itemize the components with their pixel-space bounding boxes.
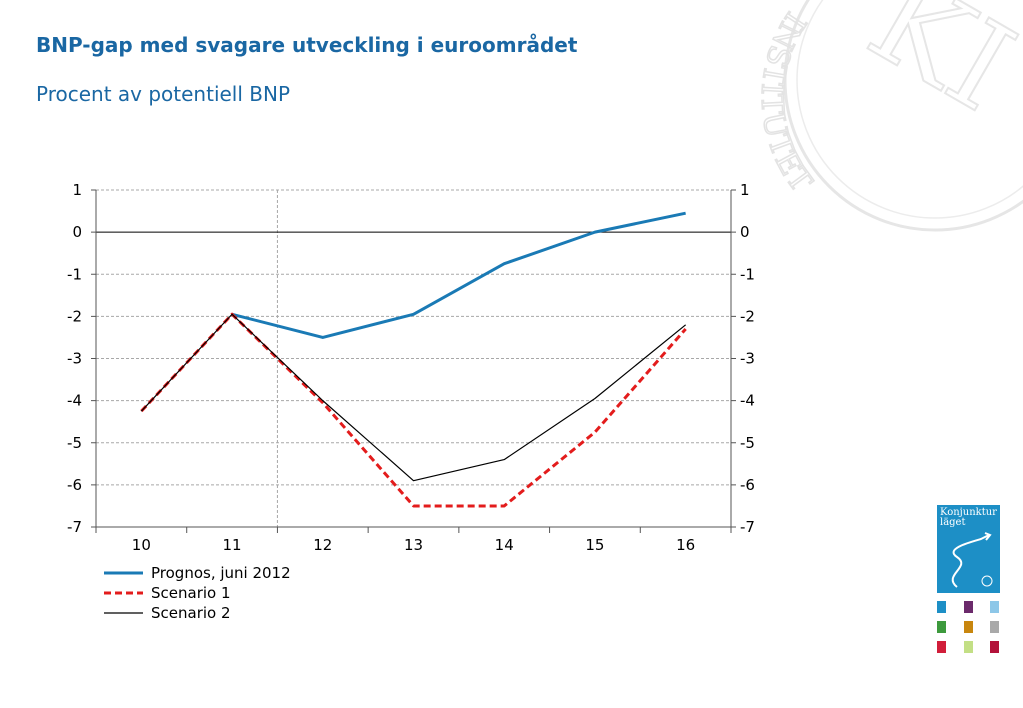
x-tick-label: 14 [495, 536, 514, 554]
y-tick-label-right: -5 [740, 434, 755, 452]
series-lines [140, 211, 687, 508]
report-thumbnail-icon [990, 641, 999, 653]
svg-text:INSTITUTET: INSTITUTET [754, 5, 819, 198]
series-line [140, 312, 687, 508]
x-tick-label: 15 [585, 536, 604, 554]
y-tick-label-right: -3 [740, 350, 755, 368]
series-line [231, 211, 686, 339]
report-thumbnail-icon [990, 601, 999, 613]
y-tick-label: -2 [67, 307, 82, 325]
report-thumbnail-icon [937, 621, 946, 633]
y-tick-label-right: 1 [740, 181, 750, 199]
x-tick-label: 13 [404, 536, 423, 554]
svg-text:KI: KI [847, 0, 1023, 139]
y-tick-label: 1 [72, 181, 82, 199]
y-tick-label-right: 0 [740, 223, 750, 241]
y-tick-label-right: -2 [740, 307, 755, 325]
legend-label: Scenario 2 [151, 604, 231, 622]
x-tick-label: 12 [313, 536, 332, 554]
report-thumbnail-icon [937, 601, 946, 613]
y-tick-label: -5 [67, 434, 82, 452]
grid-lines [96, 189, 731, 527]
y-tick-label: -1 [67, 265, 82, 283]
series-line [140, 313, 687, 482]
report-thumbnail-icon [964, 621, 973, 633]
seal-text: INSTITUTET [753, 5, 819, 200]
report-thumbnail-icon [937, 641, 946, 653]
chart-subtitle: Procent av potentiell BNP [36, 82, 291, 106]
y-tick-label: 0 [72, 223, 82, 241]
x-tick-label: 16 [676, 536, 695, 554]
institute-seal-icon: KI INSTITUTET [753, 0, 1023, 232]
x-tick-label: 10 [132, 536, 151, 554]
y-tick-label: -6 [67, 476, 82, 494]
axes: 1 10 0-1 -1-2 -2-3 -3-4 -4-5 -5-6 -6-7 -710 11 12 13… [67, 181, 755, 554]
y-tick-label: -7 [67, 518, 82, 536]
cover-title: Konjunktur läget [940, 507, 997, 528]
y-tick-label-right: -6 [740, 476, 755, 494]
legend-label: Prognos, juni 2012 [151, 564, 291, 582]
y-tick-label: -3 [67, 350, 82, 368]
report-thumbnail-icon [964, 601, 973, 613]
report-thumbnail-icon [964, 641, 973, 653]
y-tick-label-right: -1 [740, 265, 755, 283]
y-tick-label: -4 [67, 392, 82, 410]
legend-label: Scenario 1 [151, 584, 231, 602]
chart-title: BNP-gap med svagare utveckling i euroomr… [36, 33, 578, 57]
report-thumbnail-icon [990, 621, 999, 633]
x-tick-label: 11 [223, 536, 242, 554]
y-tick-label-right: -4 [740, 392, 755, 410]
konjunkturlaget-cover: Konjunktur läget [937, 505, 1000, 593]
y-tick-label-right: -7 [740, 518, 755, 536]
cover-swirl-icon [951, 532, 993, 588]
legend: Prognos, juni 2012 Scenario 1 Scenario 2 [104, 564, 291, 622]
